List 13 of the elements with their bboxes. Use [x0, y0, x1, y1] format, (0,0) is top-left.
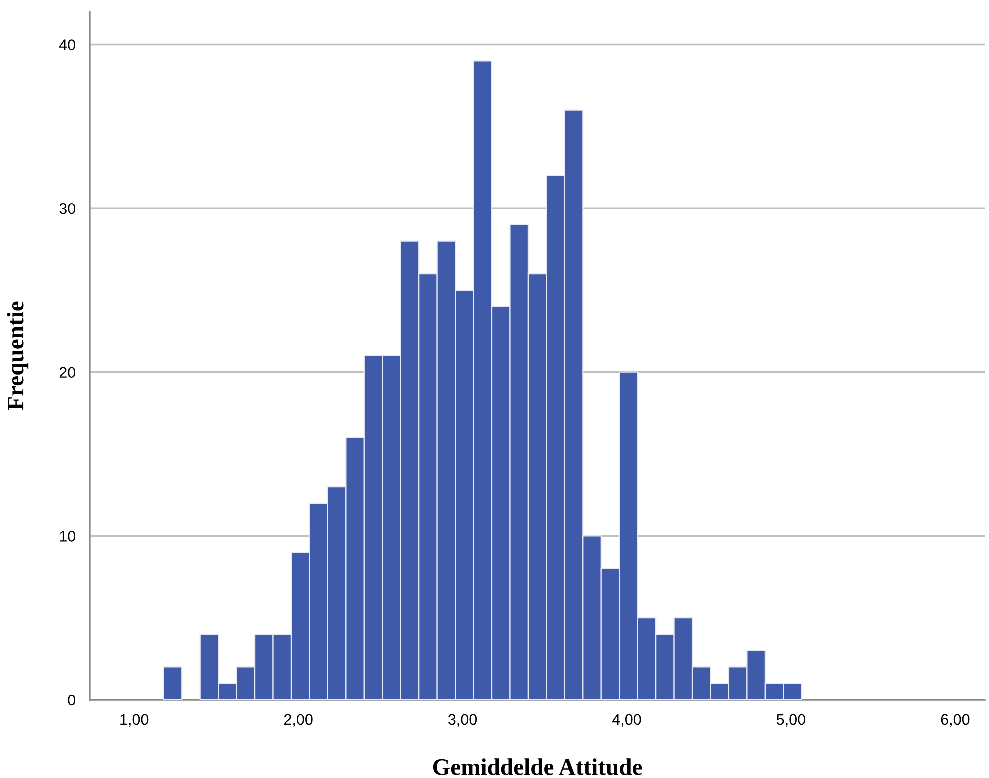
x-axis-title: Gemiddelde Attitude — [433, 758, 642, 776]
y-axis-title: Frequentie — [7, 302, 29, 410]
y-tick-label: 40 — [59, 40, 76, 50]
x-tick-label: 5,00 — [776, 714, 806, 727]
y-tick-label: 0 — [68, 694, 76, 706]
x-tick-label: 2,00 — [284, 714, 313, 727]
x-tick-label: 3,00 — [448, 714, 478, 727]
y-tick-label: 20 — [60, 367, 76, 378]
y-tick-label: 10 — [60, 531, 76, 542]
x-tick-label: 1,00 — [120, 714, 149, 727]
x-tick-label: 4,00 — [612, 714, 642, 727]
y-tick-label: 30 — [60, 203, 76, 214]
x-tick-label: 6,00 — [941, 714, 970, 727]
